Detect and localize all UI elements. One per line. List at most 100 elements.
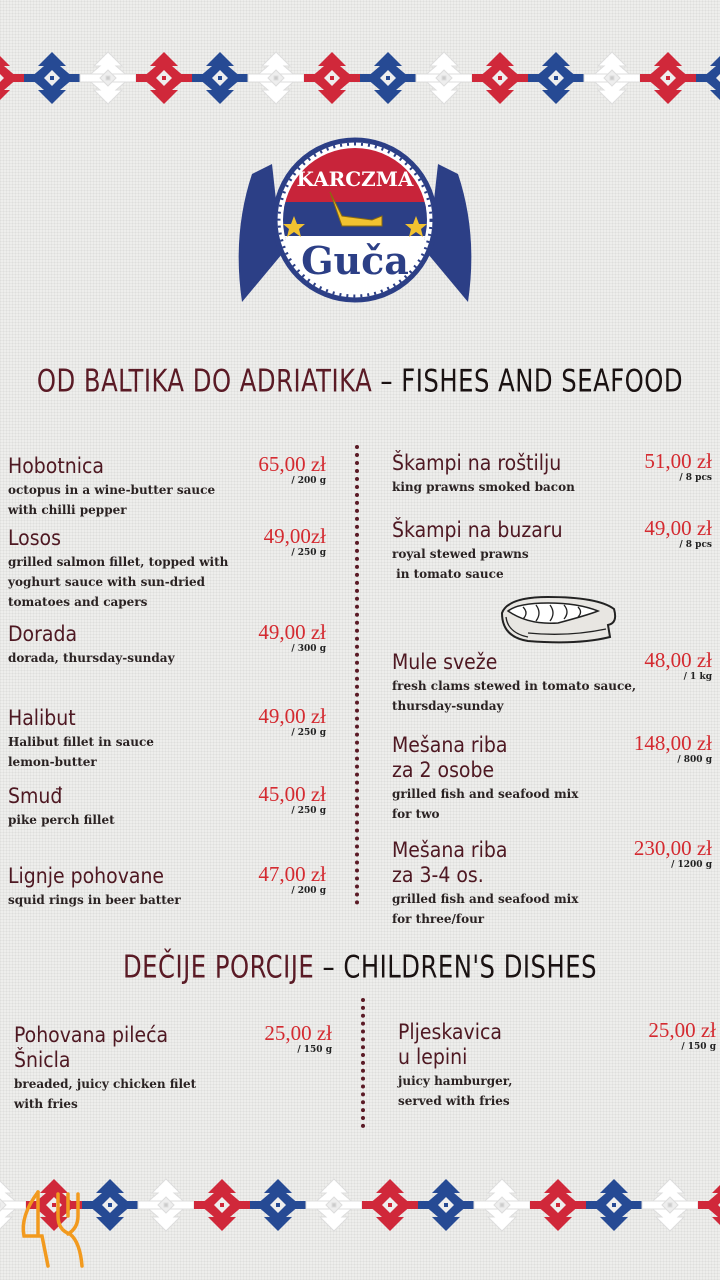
- dish-description: tomatoes and capers: [8, 595, 148, 609]
- dish-price: 148,00 zł/ 800 g: [634, 731, 712, 765]
- title-native: DEČIJE PORCIJE: [122, 949, 315, 986]
- section-title-fish: OD BALTIKA DO ADRIATIKA – FISHES AND SEA…: [0, 364, 720, 400]
- dish-description: grilled fish and seafood mix: [392, 787, 579, 801]
- section-title-kids: DEČIJE PORCIJE – CHILDREN'S DISHES: [0, 950, 720, 986]
- menu-item: Dorada dorada, thursday-sunday: [8, 622, 175, 667]
- title-separator: –: [372, 363, 402, 400]
- dish-name: Pohovana pileća Šnicla: [14, 1023, 169, 1072]
- folk-motif: [415, 51, 473, 105]
- price-value: 47,00 zł: [258, 862, 326, 886]
- dish-name: Pljeskavica u lepini: [398, 1020, 502, 1069]
- menu-item: Hobotnica octopus in a wine-butter sauce w…: [8, 454, 215, 519]
- dish-description: breaded, juicy chicken filet: [14, 1077, 197, 1091]
- portion-size: / 8 pcs: [679, 540, 712, 550]
- dish-description: yoghurt sauce with sun-dried: [8, 575, 206, 589]
- menu-item: Pljeskavica u lepini juicy hamburger, serv…: [398, 1020, 512, 1110]
- folk-motif: [360, 52, 416, 104]
- dish-price: 45,00 zł/ 250 g: [258, 782, 326, 816]
- dish-description: in tomato sauce: [392, 567, 504, 581]
- dish-price: 230,00 zł/ 1200 g: [634, 836, 712, 870]
- restaurant-logo: KARCZMA Guča: [238, 137, 472, 303]
- dish-price: 49,00 zł/ 250 g: [258, 704, 326, 738]
- price-value: 230,00 zł: [633, 836, 712, 860]
- menu-item: Halibut Halibut fillet in sauce lemon-butt…: [8, 706, 154, 771]
- title-separator: –: [314, 949, 344, 986]
- dish-description: royal stewed prawns: [392, 547, 529, 561]
- folk-motif: [640, 52, 696, 104]
- dish-name: Hobotnica: [8, 454, 104, 478]
- portion-size: / 300 g: [291, 644, 326, 654]
- dish-name: Mešana riba za 2 osobe: [392, 733, 508, 782]
- price-value: 49,00 zł: [258, 704, 326, 728]
- folk-motif: [194, 1179, 250, 1231]
- dish-name: Mešana riba za 3-4 os.: [392, 838, 508, 887]
- title-english: FISHES AND SEAFOOD: [401, 363, 684, 400]
- folk-motif: [24, 52, 80, 104]
- price-value: 65,00 zł: [258, 452, 326, 476]
- folk-motif: [192, 52, 248, 104]
- dish-description: Halibut fillet in sauce: [8, 735, 154, 749]
- column-divider: [361, 998, 365, 1128]
- dish-description: served with fries: [398, 1094, 510, 1108]
- dish-description: octopus in a wine-butter sauce: [8, 483, 216, 497]
- folk-motif: [528, 52, 584, 104]
- menu-item: Lignje pohovane squid rings in beer batte…: [8, 864, 181, 909]
- dish-name: Losos: [8, 526, 61, 550]
- dish-price: 65,00 zł/ 200 g: [258, 452, 326, 486]
- portion-size: / 800 g: [677, 755, 712, 765]
- dish-description: pike perch fillet: [8, 813, 115, 827]
- price-value: 148,00 zł: [633, 731, 712, 755]
- folk-motif: [250, 1179, 306, 1231]
- folk-motif: [473, 1178, 531, 1232]
- folk-motif: [698, 1185, 720, 1225]
- menu-item: Losos grilled salmon fillet, topped with y…: [8, 526, 228, 611]
- menu-item: Smuđ pike perch fillet: [8, 784, 115, 829]
- folk-motif: [583, 51, 641, 105]
- folk-motif: [82, 1179, 138, 1231]
- salmon-steak-icon: [500, 595, 617, 644]
- dish-description: grilled fish and seafood mix: [392, 892, 579, 906]
- folk-motif: [362, 1179, 418, 1231]
- menu-item: Škampi na roštilju king prawns smoked bac…: [392, 451, 575, 496]
- folk-motif: [586, 1179, 642, 1231]
- dish-description: dorada, thursday-sunday: [8, 651, 175, 665]
- dish-price: 47,00 zł/ 200 g: [258, 862, 326, 896]
- dish-description: grilled salmon fillet, topped with: [8, 555, 229, 569]
- price-value: 25,00 zł: [648, 1018, 716, 1042]
- folk-motif: [79, 51, 137, 105]
- price-value: 49,00zł: [263, 524, 326, 548]
- dish-price: 51,00 zł/ 8 pcs: [644, 449, 712, 483]
- folk-motif: [305, 1178, 363, 1232]
- dish-description: fresh clams stewed in tomato sauce,: [392, 679, 637, 693]
- dish-price: 49,00 zł/ 300 g: [258, 620, 326, 654]
- portion-size: / 150 g: [681, 1042, 716, 1052]
- menu-item: Mešana riba za 3-4 os. grilled fish and s…: [392, 838, 578, 928]
- dish-name: Dorada: [8, 622, 78, 646]
- folk-motif: [247, 51, 305, 105]
- portion-size: / 200 g: [291, 886, 326, 896]
- folk-motif: [696, 56, 720, 100]
- dish-name: Halibut: [8, 706, 76, 730]
- dish-description: with chilli pepper: [8, 503, 127, 517]
- price-value: 48,00 zł: [644, 648, 712, 672]
- dish-description: for two: [392, 807, 440, 821]
- portion-size: / 1 kg: [683, 672, 712, 682]
- folk-motif: [0, 56, 24, 100]
- folk-motif: [137, 1178, 195, 1232]
- dish-description: juicy hamburger,: [398, 1074, 513, 1088]
- fork-knife-icon: [21, 1190, 84, 1268]
- portion-size: / 1200 g: [671, 860, 712, 870]
- dish-price: 49,00 zł/ 8 pcs: [644, 516, 712, 550]
- folk-motif: [530, 1179, 586, 1231]
- folk-motif: [472, 52, 528, 104]
- menu-item: Mule sveže fresh clams stewed in tomato s…: [392, 650, 636, 715]
- logo-main-text: Guča: [301, 238, 409, 283]
- dish-description: lemon-butter: [8, 755, 97, 769]
- price-value: 49,00 zł: [644, 516, 712, 540]
- dish-price: 25,00 zł/ 150 g: [648, 1018, 716, 1052]
- dish-price: 25,00 zł/ 150 g: [264, 1021, 332, 1055]
- menu-item: Mešana riba za 2 osobe grilled fish and s…: [392, 733, 578, 823]
- price-value: 25,00 zł: [264, 1021, 332, 1045]
- dish-description: with fries: [14, 1097, 78, 1111]
- price-value: 45,00 zł: [258, 782, 326, 806]
